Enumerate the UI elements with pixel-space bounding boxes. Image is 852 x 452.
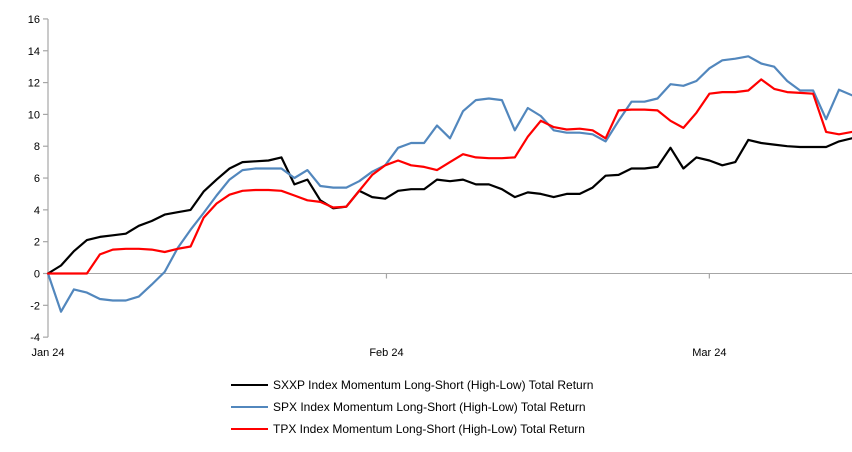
y-tick-label: -2 bbox=[30, 300, 40, 312]
y-tick-label: 2 bbox=[34, 237, 40, 249]
x-tick-label: Feb 24 bbox=[369, 347, 403, 359]
tpx-line bbox=[46, 78, 852, 275]
y-tick-label: 8 bbox=[34, 141, 40, 153]
y-tick-label: 16 bbox=[28, 14, 40, 26]
x-tick-label: Mar 24 bbox=[692, 347, 726, 359]
momentum-line-chart: 16 14 12 10 8 6 4 2 0 -2 -4 Jan 24 Feb 24 Mar 24 bbox=[28, 14, 852, 359]
legend-swatch-sxxp bbox=[231, 383, 268, 387]
y-tick-label: 10 bbox=[28, 109, 40, 121]
y-tick-label: 4 bbox=[34, 205, 40, 217]
legend-item-spx: SPX Index Momentum Long-Short (High-Low)… bbox=[231, 396, 593, 418]
sxxp-line bbox=[46, 137, 852, 275]
x-tick-label: Jan 24 bbox=[31, 347, 64, 359]
y-tick-label: 0 bbox=[34, 269, 40, 281]
legend-item-sxxp: SXXP Index Momentum Long-Short (High-Low… bbox=[231, 374, 593, 396]
legend-swatch-spx bbox=[231, 405, 268, 409]
legend-item-tpx: TPX Index Momentum Long-Short (High-Low)… bbox=[231, 418, 593, 440]
legend-label-spx: SPX Index Momentum Long-Short (High-Low)… bbox=[273, 400, 586, 414]
y-tick-label: -4 bbox=[30, 332, 40, 344]
legend-label-sxxp: SXXP Index Momentum Long-Short (High-Low… bbox=[273, 378, 594, 392]
chart-legend: SXXP Index Momentum Long-Short (High-Low… bbox=[231, 374, 593, 440]
y-tick-label: 14 bbox=[28, 46, 40, 58]
legend-label-tpx: TPX Index Momentum Long-Short (High-Low)… bbox=[273, 422, 585, 436]
legend-swatch-tpx bbox=[231, 427, 268, 431]
y-tick-label: 12 bbox=[28, 78, 40, 90]
spx-line bbox=[46, 55, 852, 313]
y-tick-label: 6 bbox=[34, 173, 40, 185]
